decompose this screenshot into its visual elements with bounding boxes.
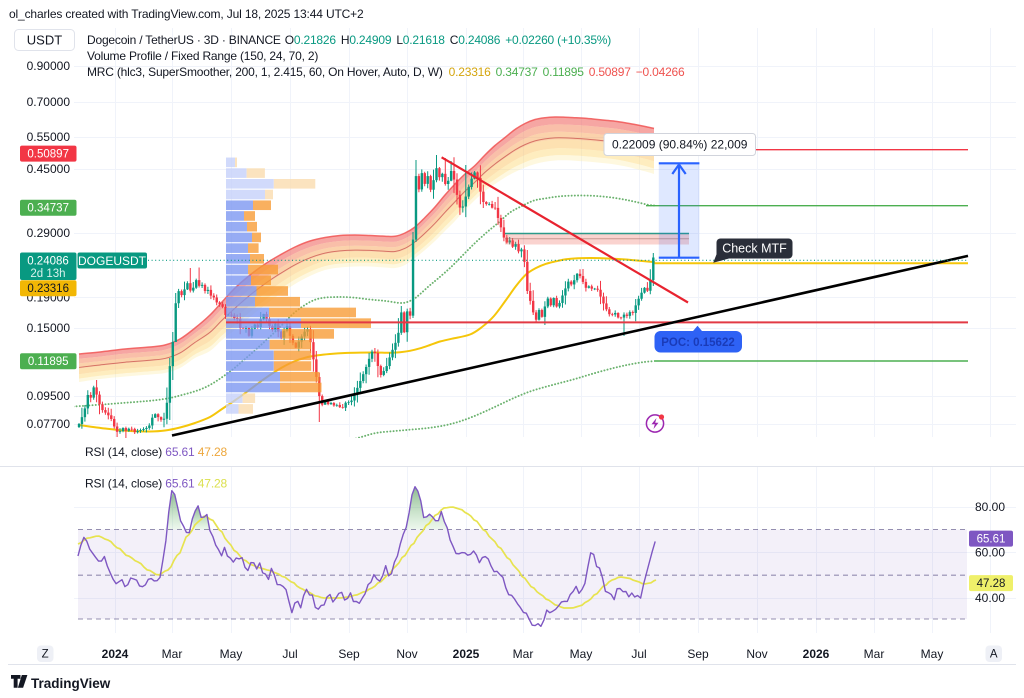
svg-text:60.00: 60.00 [975,546,1005,560]
svg-text:RSI (14, close) 65.61 47.28: RSI (14, close) 65.61 47.28 [85,477,228,491]
svg-text:May: May [220,647,243,661]
svg-text:2024: 2024 [102,647,129,661]
svg-text:2d 13h: 2d 13h [30,268,65,280]
svg-text:0.90000: 0.90000 [27,59,71,73]
svg-text:0.23316: 0.23316 [27,283,69,295]
svg-text:Dogecoin / TetherUS · 3D · BIN: Dogecoin / TetherUS · 3D · BINANCE O0.218… [87,33,611,47]
svg-text:0.55000: 0.55000 [27,130,71,144]
svg-text:Volume Profile / Fixed Range (: Volume Profile / Fixed Range (150, 24, 7… [87,49,318,63]
svg-text:Mar: Mar [513,647,534,661]
svg-text:Sep: Sep [687,647,709,661]
svg-text:47.28: 47.28 [977,578,1006,590]
svg-text:TradingView: TradingView [31,676,111,691]
svg-text:Sep: Sep [338,647,360,661]
svg-text:0.15000: 0.15000 [27,321,71,335]
svg-text:40.00: 40.00 [975,591,1005,605]
svg-text:May: May [570,647,593,661]
svg-text:0.11895: 0.11895 [28,356,69,368]
svg-text:RSI (14, close) 65.61 47.28: RSI (14, close) 65.61 47.28 [85,445,228,459]
svg-text:Mar: Mar [162,647,183,661]
svg-text:Nov: Nov [746,647,767,661]
svg-text:Z: Z [42,649,49,661]
svg-text:Jul: Jul [631,647,646,661]
svg-text:2026: 2026 [803,647,830,661]
svg-text:Check MTF: Check MTF [722,242,787,256]
svg-text:May: May [921,647,944,661]
svg-text:0.29000: 0.29000 [27,226,71,240]
svg-text:0.24086: 0.24086 [27,256,69,268]
svg-text:Mar: Mar [864,647,885,661]
svg-text:0.07700: 0.07700 [27,417,71,431]
svg-text:MRC (hlc3, SuperSmoother, 200,: MRC (hlc3, SuperSmoother, 200, 1, 2.415,… [87,65,685,79]
svg-text:0.70000: 0.70000 [27,95,71,109]
svg-text:Nov: Nov [396,647,417,661]
svg-text:0.22009 (90.84%) 22,009: 0.22009 (90.84%) 22,009 [612,138,748,152]
svg-text:USDT: USDT [27,33,62,48]
svg-text:0.34737: 0.34737 [27,203,69,215]
svg-text:0.45000: 0.45000 [27,162,71,176]
svg-text:POC: 0.15622: POC: 0.15622 [661,337,735,349]
svg-text:A: A [990,649,998,661]
svg-text:65.61: 65.61 [977,534,1006,546]
svg-text:2025: 2025 [453,647,480,661]
svg-text:DOGEUSDT: DOGEUSDT [78,254,147,268]
svg-text:0.50897: 0.50897 [27,149,69,161]
svg-text:ol_charles created with Tradin: ol_charles created with TradingView.com,… [9,7,364,21]
svg-text:80.00: 80.00 [975,500,1005,514]
svg-text:0.09500: 0.09500 [27,389,71,403]
svg-text:Jul: Jul [282,647,297,661]
